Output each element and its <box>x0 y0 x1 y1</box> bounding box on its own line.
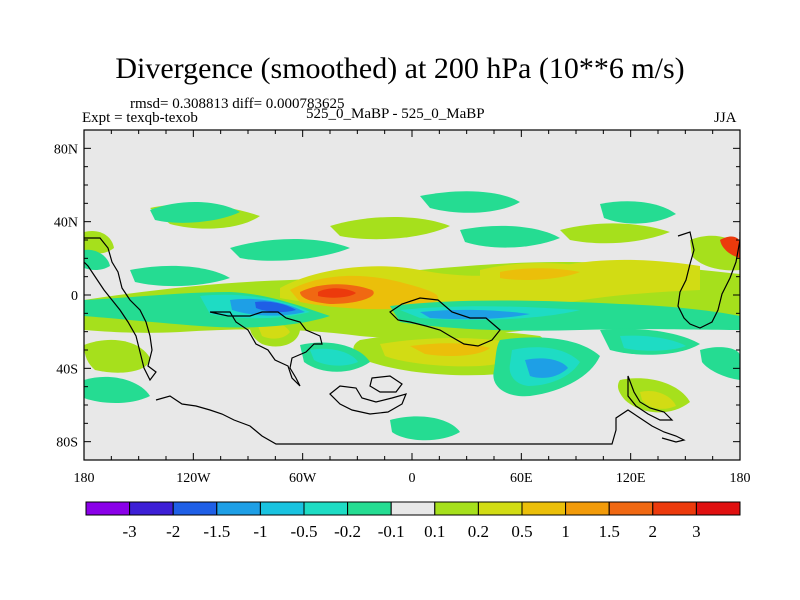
x-tick-label: 180 <box>730 471 751 486</box>
colorbar-swatch <box>85 501 131 516</box>
continent-outline <box>389 297 501 347</box>
y-tick-label: 80N <box>54 142 78 157</box>
contour-negative <box>525 358 568 378</box>
contour-negative <box>230 239 350 261</box>
colorbar-swatch <box>477 501 523 516</box>
y-axis: 80N 40N 0 40S 80S <box>54 142 740 451</box>
x-tick-label: 120E <box>616 471 646 486</box>
x-tick-label: 120W <box>176 471 211 486</box>
colorbar-swatch <box>259 501 305 516</box>
colorbar-label: 1.5 <box>599 522 620 541</box>
colorbar-label: 2 <box>649 522 658 541</box>
colorbar-label: -1 <box>253 522 267 541</box>
contour-negative <box>700 347 740 380</box>
continent-outline <box>677 231 740 329</box>
colorbar-swatch <box>608 501 654 516</box>
contour-positive <box>84 230 114 254</box>
contour-negative <box>390 416 460 441</box>
contour-negative <box>255 301 296 313</box>
contour-positive <box>330 217 450 240</box>
contour-fills <box>84 191 740 445</box>
x-tick-label: 0 <box>409 471 416 486</box>
contour-negative <box>150 201 240 223</box>
contour-positive <box>640 390 676 409</box>
colorbar-label: -0.1 <box>378 522 405 541</box>
y-tick-label: 0 <box>71 289 78 304</box>
contour-negative <box>600 201 676 224</box>
stats-label: rmsd= 0.308813 diff= 0.000783625 <box>130 96 345 112</box>
colorbar-label: -0.2 <box>334 522 361 541</box>
colorbar-label: -2 <box>166 522 180 541</box>
x-tick-label: 60E <box>510 471 533 486</box>
continent-outline <box>369 375 403 393</box>
contour-positive <box>500 268 580 280</box>
contour-negative <box>620 335 686 351</box>
contour-positive <box>84 339 150 373</box>
colorbar-label: 0.1 <box>424 522 445 541</box>
colorbar-swatch <box>652 501 697 516</box>
colorbar-label: 0.2 <box>468 522 489 541</box>
colorbar-swatch <box>129 501 174 516</box>
contour-negative <box>310 348 358 366</box>
y-tick-label: 80S <box>56 436 78 451</box>
colorbar-label: 1 <box>561 522 570 541</box>
colorbar-swatch <box>521 501 567 516</box>
colorbar-swatch <box>347 501 392 516</box>
continent-outline <box>627 375 674 421</box>
contour-negative <box>420 191 520 213</box>
colorbar-swatch <box>172 501 218 516</box>
continent-outline <box>84 237 157 382</box>
colorbar-label: 0.5 <box>511 522 532 541</box>
contour-negative <box>460 225 560 248</box>
colorbar-swatch <box>390 501 436 516</box>
x-tick-label: 180 <box>74 471 95 486</box>
colorbar-label: -3 <box>123 522 137 541</box>
x-tick-label: 60W <box>289 471 317 486</box>
contour-positive <box>318 288 356 298</box>
contour-negative <box>420 309 530 320</box>
contour-negative <box>84 249 110 270</box>
y-tick-label: 40S <box>56 362 78 377</box>
case-label: 525_0_MaBP - 525_0_MaBP <box>306 106 485 122</box>
colorbar-label: -1.5 <box>203 522 230 541</box>
continent-outline <box>329 385 408 415</box>
season-label: JJA <box>714 110 737 126</box>
colorbar-swatch <box>434 501 479 516</box>
y-tick-label: 40N <box>54 216 78 231</box>
colorbar-swatch <box>216 501 261 516</box>
colorbar-label: 3 <box>692 522 701 541</box>
chart-title: Divergence (smoothed) at 200 hPa (10**6 … <box>115 52 685 85</box>
colorbar: -3 -2 -1.5 -1 -0.5 -0.2 -0.1 0.1 0.2 0.5 1 1.5 2 3 <box>85 501 741 541</box>
colorbar-label: -0.5 <box>291 522 318 541</box>
contour-negative <box>130 265 230 287</box>
continent-outline <box>155 395 686 445</box>
x-axis: 180 120W 60W 0 60E 120E 180 <box>74 130 751 486</box>
experiment-label: Expt = texqb-texob <box>82 110 198 126</box>
contour-positive <box>560 223 670 244</box>
contour-positive <box>410 343 490 356</box>
colorbar-swatch <box>695 501 741 516</box>
continent-outline <box>209 311 323 387</box>
colorbar-swatch <box>565 501 610 516</box>
colorbar-swatch <box>303 501 349 516</box>
contour-negative <box>84 376 150 403</box>
contour-positive <box>720 236 740 258</box>
